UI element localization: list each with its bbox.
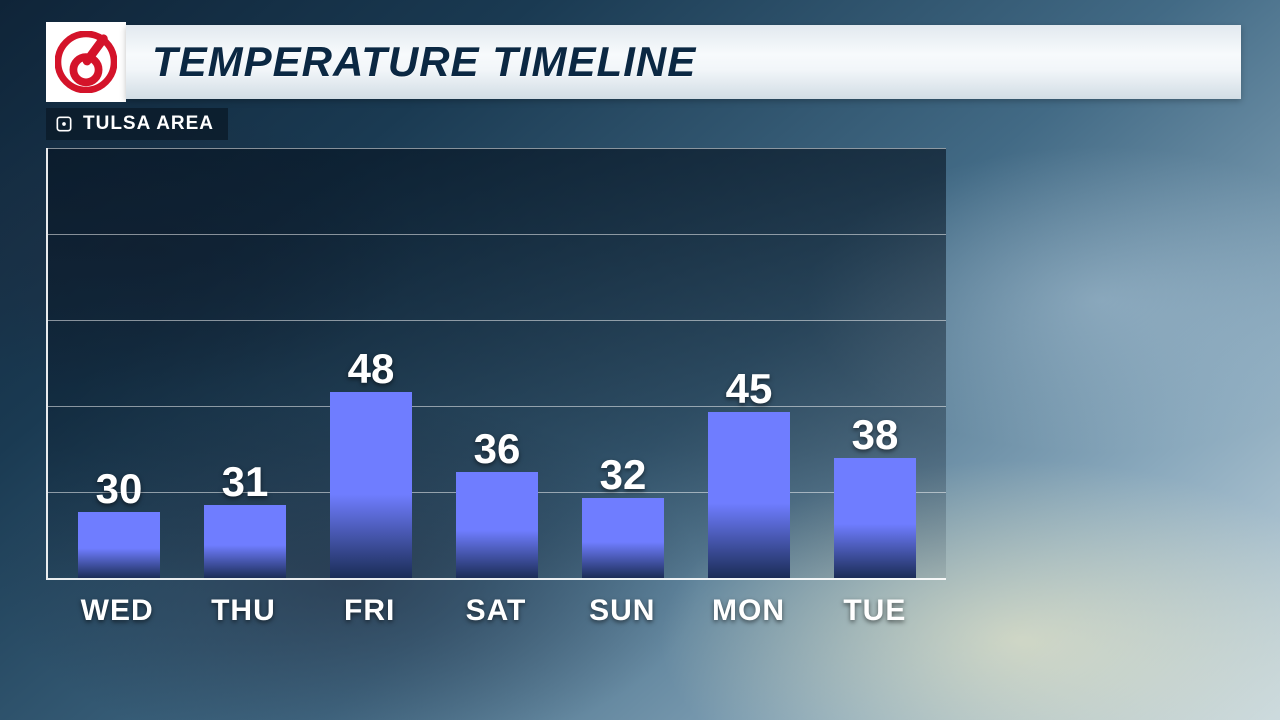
bar-rect (708, 412, 790, 578)
bar-rect (582, 498, 664, 578)
station-logo (46, 22, 126, 102)
x-category-label: FRI (322, 594, 417, 640)
temperature-chart: 30 31 48 36 32 45 38 (46, 148, 946, 580)
x-axis: WED THU FRI SAT SUN MON TUE (46, 580, 946, 640)
bar-value-label: 30 (96, 468, 143, 510)
x-category-label: SAT (448, 594, 543, 640)
bar-slot: 38 (828, 414, 923, 578)
bar-slot: 45 (702, 368, 797, 578)
bar-rect (330, 392, 412, 578)
plot-area: 30 31 48 36 32 45 38 (48, 148, 946, 578)
x-category-label: TUE (827, 594, 922, 640)
bar-rect (204, 505, 286, 578)
bar-rect (456, 472, 538, 578)
weather-graphic: TEMPERATURE TIMELINE TULSA AREA 30 31 48 36… (0, 0, 1280, 720)
subtitle: TULSA AREA (46, 108, 228, 140)
channel-6-logo-icon (55, 31, 117, 93)
bar-slot: 48 (324, 348, 419, 578)
subtitle-text: TULSA AREA (83, 113, 214, 135)
bar-rect (834, 458, 916, 578)
bar-slot: 32 (576, 454, 671, 578)
title-text: TEMPERATURE TIMELINE (152, 38, 696, 86)
title-bar: TEMPERATURE TIMELINE (126, 25, 1241, 99)
crosshair-icon (54, 114, 74, 134)
x-category-label: MON (701, 594, 796, 640)
bar-rect (78, 512, 160, 578)
header: TEMPERATURE TIMELINE (46, 22, 1241, 102)
bar-value-label: 38 (852, 414, 899, 456)
bar-slot: 30 (72, 468, 167, 578)
bar-slot: 36 (450, 428, 545, 578)
x-category-label: WED (70, 594, 165, 640)
bar-value-label: 48 (348, 348, 395, 390)
x-category-label: THU (196, 594, 291, 640)
bar-value-label: 31 (222, 461, 269, 503)
bar-value-label: 36 (474, 428, 521, 470)
bar-slot: 31 (198, 461, 293, 578)
bar-value-label: 45 (726, 368, 773, 410)
x-category-label: SUN (575, 594, 670, 640)
bar-value-label: 32 (600, 454, 647, 496)
